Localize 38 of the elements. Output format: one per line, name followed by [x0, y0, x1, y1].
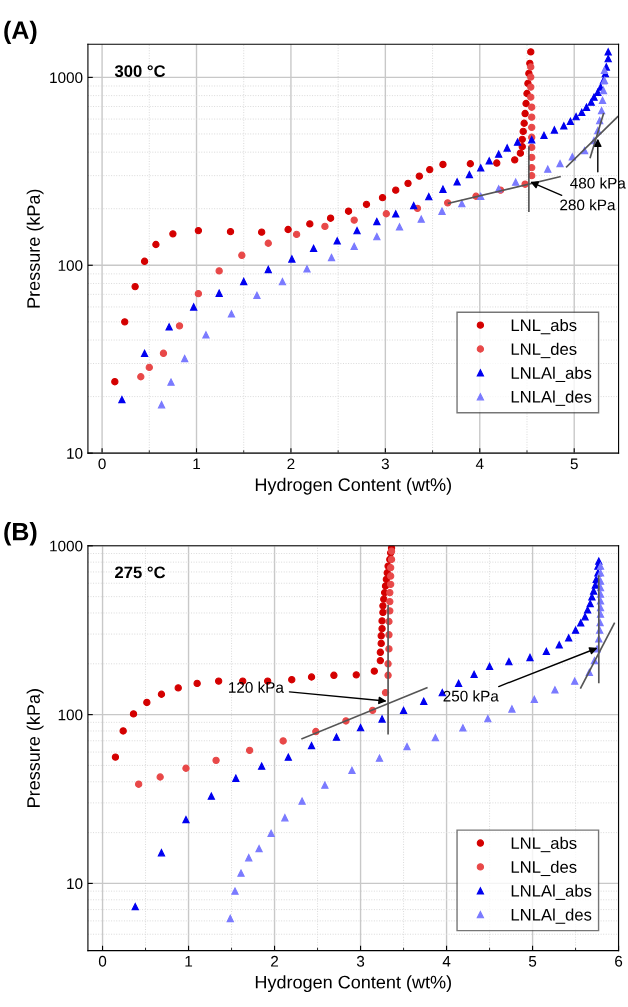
x-tick-label: 2 — [287, 458, 295, 470]
x-tick-label: 6 — [615, 955, 623, 967]
y-axis-title: Pressure (kPa) — [26, 689, 44, 807]
chart-title: (A) — [4, 20, 37, 44]
legend-label: LNL_des — [511, 860, 577, 877]
x-tick-label: 1 — [185, 956, 193, 967]
annotation: 280 kPa — [560, 199, 616, 211]
y-tick-label: 1000 — [50, 72, 83, 84]
x-axis-title: Hydrogen Content (wt%) — [255, 975, 451, 993]
legend-label: LNLAl_abs — [511, 884, 592, 900]
chart-title: (B) — [4, 522, 37, 546]
x-tick-label: 4 — [475, 458, 484, 470]
legend-label: LNLAl_des — [511, 390, 592, 406]
annotation: 120 kPa — [229, 681, 284, 693]
x-tick-label: 3 — [356, 955, 365, 967]
y-tick-label: 100 — [58, 709, 83, 721]
x-tick-label: 5 — [570, 458, 578, 470]
legend-label: LNL_abs — [511, 318, 577, 335]
legend-label: LNLAl_abs — [511, 366, 592, 383]
annotation: 250 kPa — [443, 690, 499, 702]
legend-label: LNLAl_des — [511, 908, 592, 924]
legend-label: LNL_abs — [511, 836, 577, 853]
x-tick-label: 2 — [271, 955, 279, 967]
x-tick-label: 5 — [528, 956, 537, 967]
y-tick-label: 10 — [67, 448, 83, 459]
annotation: 275 °C — [115, 566, 166, 579]
x-tick-label: 4 — [442, 956, 451, 967]
x-tick-label: 0 — [98, 955, 107, 967]
annotation: 300 °C — [114, 65, 166, 78]
y-axis-title: Pressure (kPa) — [26, 189, 44, 308]
x-tick-label: 0 — [98, 458, 106, 470]
y-tick-label: 1000 — [50, 540, 83, 552]
x-tick-label: 3 — [381, 458, 389, 470]
y-tick-label: 10 — [67, 878, 83, 890]
legend-label: LNL_des — [511, 342, 577, 359]
x-tick-label: 1 — [193, 458, 201, 470]
x-axis-title: Hydrogen Content (wt%) — [255, 477, 451, 495]
y-tick-label: 100 — [58, 260, 83, 271]
